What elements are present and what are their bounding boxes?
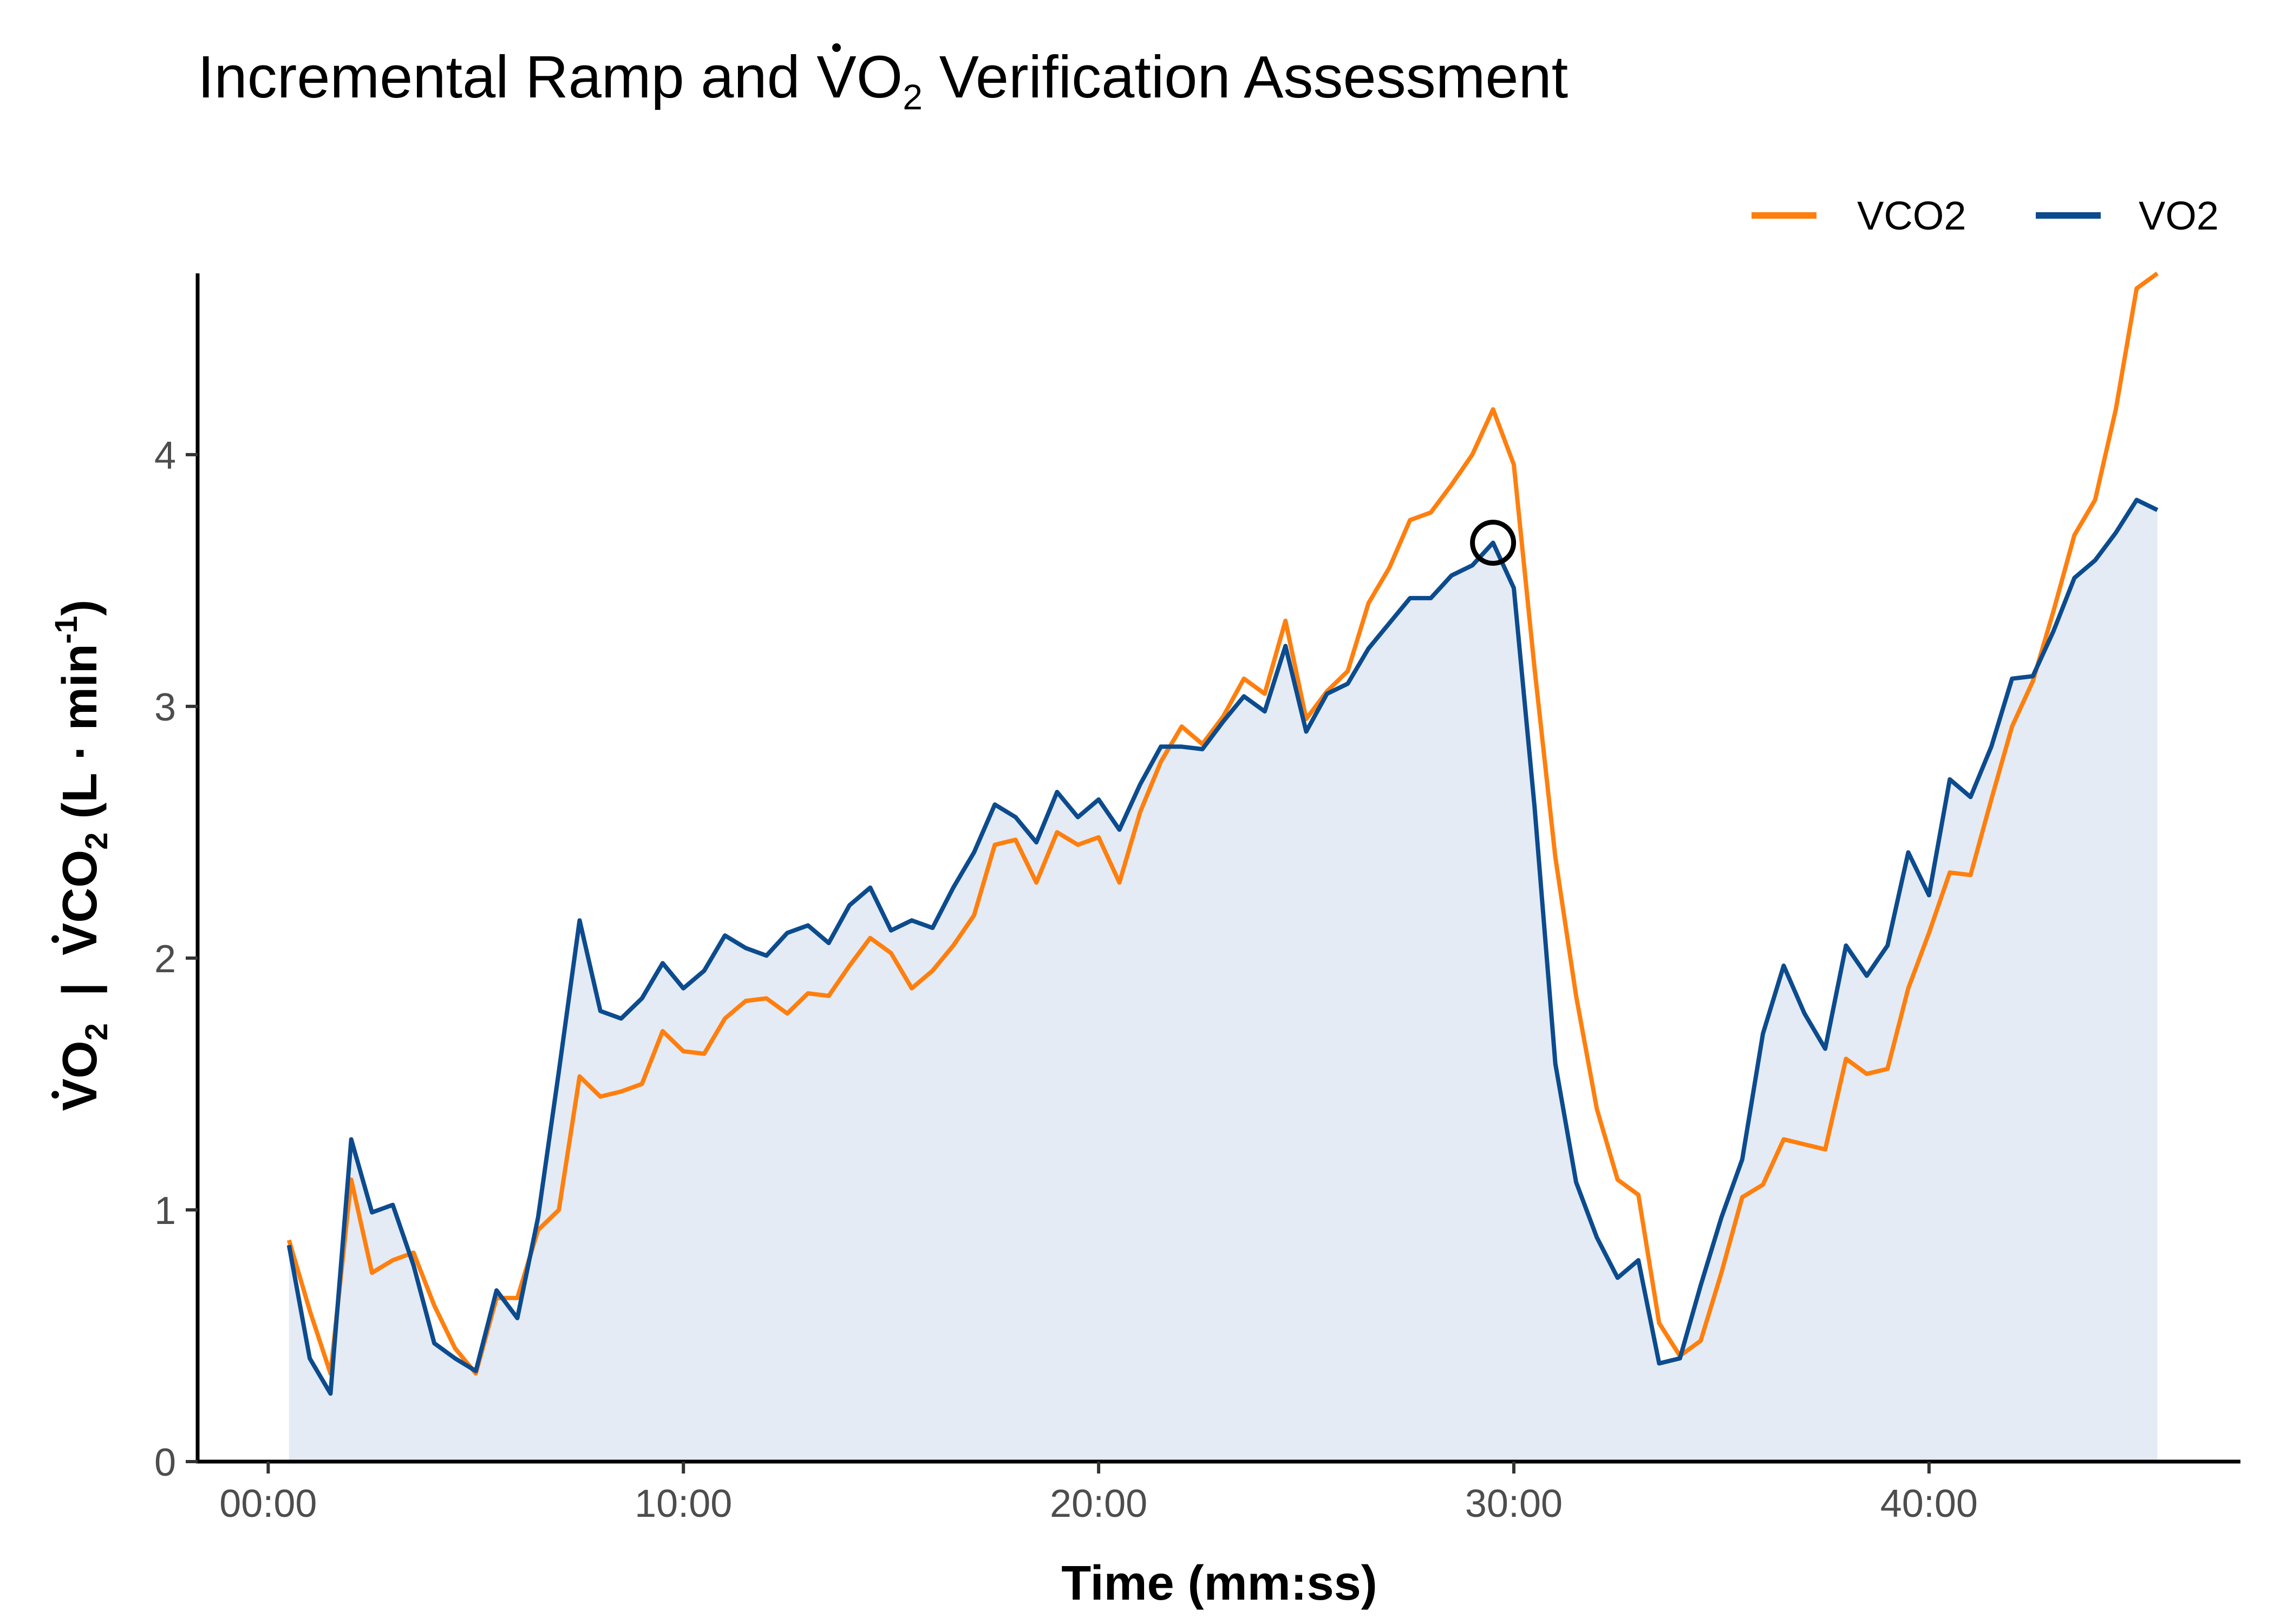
title-before: Incremental Ramp and [198, 44, 816, 110]
ylabel-separator: | [53, 955, 108, 1023]
title-after: Verification Assessment [923, 44, 1568, 110]
title-v: V [816, 44, 856, 110]
ylabel-units-sup: -1 [49, 616, 84, 644]
y-tick-label: 1 [154, 1189, 176, 1233]
title-o: O [857, 44, 903, 110]
title-subscript: 2 [903, 77, 923, 117]
y-axis-title: VO2 | VCO2 (L · min-1) [49, 600, 114, 1111]
ylabel-vo2-o: O [53, 1040, 107, 1078]
ylabel-vco2-sub: 2 [79, 833, 114, 850]
ylabel-vo2-v: V [53, 1078, 107, 1111]
x-tick-label: 20:00 [1050, 1482, 1147, 1525]
series-line-vo2 [286, 497, 2159, 1396]
x-tick-label: 10:00 [635, 1482, 732, 1525]
overdot [832, 43, 841, 52]
y-tick-label: 0 [154, 1441, 176, 1484]
x-axis-title: Time (mm:ss) [1061, 1556, 1377, 1610]
ylabel-vco2-co: CO [53, 850, 107, 923]
axes [195, 273, 2240, 1464]
y-tick-label: 3 [154, 686, 176, 729]
overdot [51, 1091, 59, 1099]
ylabel-vo2-sub: 2 [79, 1023, 114, 1040]
legend-label-vo2: VO2 [2139, 193, 2219, 238]
x-tick-label: 30:00 [1465, 1482, 1563, 1525]
x-tick-label: 40:00 [1880, 1482, 1978, 1525]
peak-vo2-marker [1470, 520, 1517, 566]
y-ticks: 0 1 2 3 4 [154, 434, 198, 1484]
overdot [51, 935, 59, 943]
overdots [51, 43, 841, 1099]
legend: VCO2 VO2 [1752, 193, 2219, 238]
ylabel-vco2-v: V [53, 923, 107, 955]
series-line-vco2 [286, 271, 2159, 1376]
ylabel-units-post: ) [53, 600, 107, 616]
vo2-area [289, 500, 2158, 1462]
x-tick-label: 00:00 [219, 1482, 317, 1525]
legend-label-vco2: VCO2 [1857, 193, 1966, 238]
y-tick-label: 4 [154, 434, 176, 477]
y-tick-label: 2 [154, 938, 176, 981]
ylabel-units-pre: (L · min [53, 644, 107, 832]
x-ticks: 00:00 10:00 20:00 30:00 40:00 [219, 1462, 1978, 1525]
chart-title: Incremental Ramp and VO2 Verification As… [198, 44, 1568, 117]
